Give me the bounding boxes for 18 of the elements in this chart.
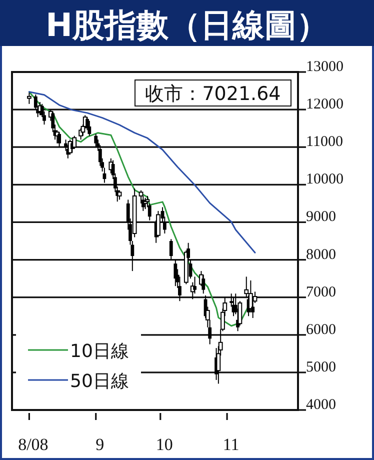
x-tick-label: 11 <box>222 435 240 454</box>
x-tick-label: 9 <box>96 435 104 454</box>
legend-label: 50日線 <box>70 371 129 392</box>
y-tick-label: 9000 <box>306 209 336 226</box>
y-tick-label: 5000 <box>306 359 336 376</box>
y-tick-label: 13000 <box>306 59 344 75</box>
x-tick-label: 10 <box>156 435 173 454</box>
y-tick-label: 10000 <box>306 172 344 188</box>
y-tick-label: 6000 <box>306 322 336 338</box>
y-tick-label: 8000 <box>306 246 336 263</box>
y-tick-label: 4000 <box>306 397 336 413</box>
x-tick-label: 8/08 <box>18 435 48 454</box>
y-tick-label: 11000 <box>306 134 343 150</box>
legend-label: 10日線 <box>70 341 129 362</box>
annotation: 收市：7021.64 <box>145 83 281 105</box>
y-tick-label: 12000 <box>306 96 344 113</box>
y-tick-label: 7000 <box>306 284 336 300</box>
chart-title: H股指數（日線圖） <box>46 6 328 44</box>
